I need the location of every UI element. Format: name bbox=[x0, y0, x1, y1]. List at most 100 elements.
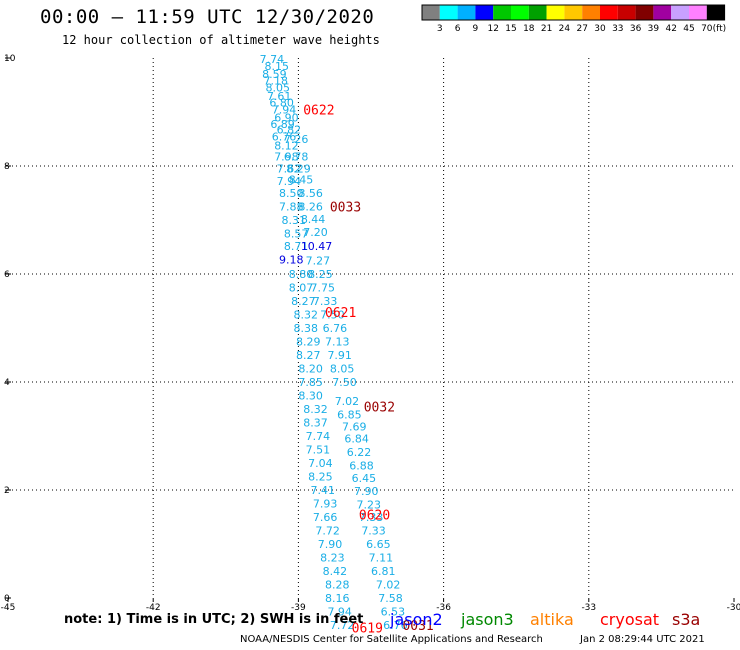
chart-time-labels: 0622 0033 0621 0032 0620 0031 0619 bbox=[303, 103, 434, 636]
colorbar-swatch bbox=[493, 5, 511, 20]
data-point-label: 7.66 bbox=[313, 511, 338, 524]
colorbar-swatch bbox=[564, 5, 583, 20]
data-point-label: 7.02 bbox=[376, 579, 401, 592]
pass-time-label: 0032 bbox=[364, 400, 395, 415]
data-point-label: 8.59 bbox=[262, 68, 287, 81]
data-point-label: 7.94 bbox=[272, 103, 297, 116]
data-point-label: 7.33 bbox=[313, 295, 338, 308]
data-point-label: 8.42 bbox=[323, 565, 348, 578]
data-point-label: 7.69 bbox=[342, 420, 367, 433]
data-point-label: 7.72 bbox=[330, 619, 355, 632]
data-point-label: 7.27 bbox=[306, 255, 331, 268]
data-point-label: 6.53 bbox=[381, 606, 406, 619]
pass-time-label: 0033 bbox=[330, 201, 361, 216]
x-tick-label: -42 bbox=[146, 603, 161, 613]
chart-grid bbox=[8, 58, 734, 598]
chart-points: 7.748.158.597.188.057.616.807.946.906.89… bbox=[260, 53, 408, 632]
data-point-label: 8.29 bbox=[296, 336, 321, 349]
x-tick-label: -45 bbox=[1, 603, 16, 613]
y-tick-label: 10 bbox=[4, 54, 16, 64]
colorbar-legend: 3 6 9 12 15 18 21 24 27 30 33 36 39 42 45 70 (ft) bbox=[421, 4, 727, 34]
data-point-label: 8.32 bbox=[303, 403, 328, 416]
colorbar-swatch bbox=[528, 5, 547, 20]
data-point-label: 7.93 bbox=[313, 498, 338, 511]
data-point-label: 8.29 bbox=[286, 163, 311, 176]
data-point-label: 7.20 bbox=[303, 226, 328, 239]
data-point-label: 8.05 bbox=[265, 82, 290, 95]
data-point-label: 6.76 bbox=[323, 322, 348, 335]
colorbar-label: 70 bbox=[701, 24, 713, 34]
data-point-label: 7.50 bbox=[332, 376, 357, 389]
data-point-label: 7.90 bbox=[354, 485, 379, 498]
colorbar-swatch bbox=[439, 5, 458, 20]
colorbar-swatch bbox=[457, 5, 476, 20]
x-tick-label: -30 bbox=[727, 603, 740, 613]
data-point-label: 6.65 bbox=[366, 538, 391, 551]
data-point-label: 8.05 bbox=[330, 363, 355, 376]
colorbar-label: 9 bbox=[473, 24, 479, 34]
data-point-label: 8.25 bbox=[308, 268, 333, 281]
y-tick-label: 0 bbox=[4, 594, 10, 604]
data-point-label: 8.20 bbox=[298, 363, 323, 376]
colorbar-label: 33 bbox=[612, 24, 623, 34]
data-point-label: 7.04 bbox=[308, 457, 333, 470]
data-point-label: 7.74 bbox=[306, 430, 331, 443]
colorbar-unit: (ft) bbox=[713, 24, 727, 34]
data-point-label: 6.80 bbox=[269, 96, 294, 109]
colorbar-label: 30 bbox=[594, 24, 606, 34]
data-point-label: 8.31 bbox=[281, 214, 306, 227]
data-point-label: 7.75 bbox=[311, 282, 336, 295]
pass-time-label: 0621 bbox=[325, 306, 356, 321]
data-point-label: 7.11 bbox=[369, 552, 394, 565]
colorbar-swatch bbox=[706, 5, 725, 20]
data-point-label: 7.74 bbox=[260, 53, 285, 66]
y-tick-label: 6 bbox=[4, 270, 10, 280]
colorbar-label: 3 bbox=[437, 24, 443, 34]
data-point-label: 7.13 bbox=[325, 336, 350, 349]
data-point-label: 6.90 bbox=[274, 111, 299, 124]
colorbar-label: 39 bbox=[648, 24, 660, 34]
data-point-label: 8.27 bbox=[296, 349, 321, 362]
data-point-label: 8.56 bbox=[298, 187, 323, 200]
data-point-label: 8.45 bbox=[289, 174, 314, 187]
colorbar-label: 42 bbox=[665, 24, 676, 34]
page-title: 00:00 – 11:59 UTC 12/30/2020 bbox=[40, 6, 375, 28]
data-point-label: 7.90 bbox=[318, 538, 343, 551]
data-point-label: 6.82 bbox=[277, 123, 302, 136]
credit-text: NOAA/NESDIS Center for Satellite Applica… bbox=[240, 634, 543, 645]
data-point-label: 6.76 bbox=[383, 619, 408, 632]
colorbar-swatch bbox=[617, 5, 636, 20]
colorbar-swatch bbox=[546, 5, 565, 20]
colorbar-label: 12 bbox=[487, 24, 498, 34]
colorbar-label: 45 bbox=[683, 24, 694, 34]
generated-timestamp: Jan 2 08:29:44 UTC 2021 bbox=[580, 634, 705, 645]
data-point-label: 8.44 bbox=[301, 213, 326, 226]
colorbar-swatch bbox=[422, 5, 440, 20]
footer-note: note: 1) Time is in UTC; 2) SWH is in fe… bbox=[64, 612, 364, 627]
data-point-label: 6.88 bbox=[349, 460, 374, 473]
data-point-label: 7.26 bbox=[284, 133, 309, 146]
y-tick-label: 2 bbox=[4, 486, 10, 496]
colorbar-label: 21 bbox=[541, 24, 552, 34]
colorbar-frame bbox=[421, 4, 726, 21]
data-point-label: 7.61 bbox=[267, 90, 292, 103]
colorbar-label: 15 bbox=[505, 24, 516, 34]
colorbar-label: 27 bbox=[576, 24, 587, 34]
data-point-label: 6.76 bbox=[272, 130, 297, 143]
data-point-label: 8.27 bbox=[291, 295, 316, 308]
data-point-label: 7.50 bbox=[320, 309, 345, 322]
legend-cryosat: cryosat bbox=[600, 610, 660, 629]
data-point-label: 8.80 bbox=[289, 268, 314, 281]
colorbar-label: 24 bbox=[559, 24, 571, 34]
data-point-label: 7.33 bbox=[361, 525, 386, 538]
data-point-label: 8.28 bbox=[325, 579, 350, 592]
data-point-label: 8.07 bbox=[289, 282, 314, 295]
colorbar-swatch bbox=[653, 5, 672, 20]
data-point-label: 6.89 bbox=[270, 118, 295, 131]
colorbar-swatch bbox=[600, 5, 618, 20]
chart-axes: -45 -42 -39 -36 -33 -30 0 2 4 6 8 10 bbox=[1, 54, 740, 613]
colorbar-swatch bbox=[671, 5, 689, 20]
data-point-label: 8.38 bbox=[294, 322, 319, 335]
data-point-label: 7.18 bbox=[264, 75, 289, 88]
